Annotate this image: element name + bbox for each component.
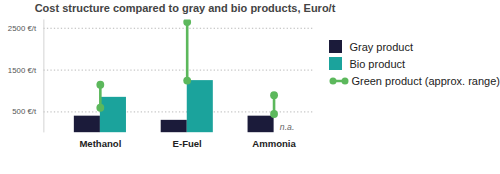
html-text:Gray product: Gray product: [349, 40, 413, 53]
svg-text:2500 €/t: 2500 €/t: [8, 24, 37, 33]
svg-text:Methanol: Methanol: [79, 138, 121, 149]
svg-text:E-Fuel: E-Fuel: [173, 138, 202, 149]
svg-text:500 €/t: 500 €/t: [12, 107, 37, 116]
svg-text:Ammonia: Ammonia: [252, 138, 296, 149]
html-text:Bio product: Bio product: [349, 57, 406, 70]
svg-text:1500 €/t: 1500 €/t: [8, 66, 37, 75]
html-text:Cost structure compared to gra: Cost structure compared to gray and bio …: [34, 2, 336, 14]
html-text:Green product (approx. range): Green product (approx. range): [351, 74, 500, 87]
svg-text:n.a.: n.a.: [280, 122, 294, 132]
